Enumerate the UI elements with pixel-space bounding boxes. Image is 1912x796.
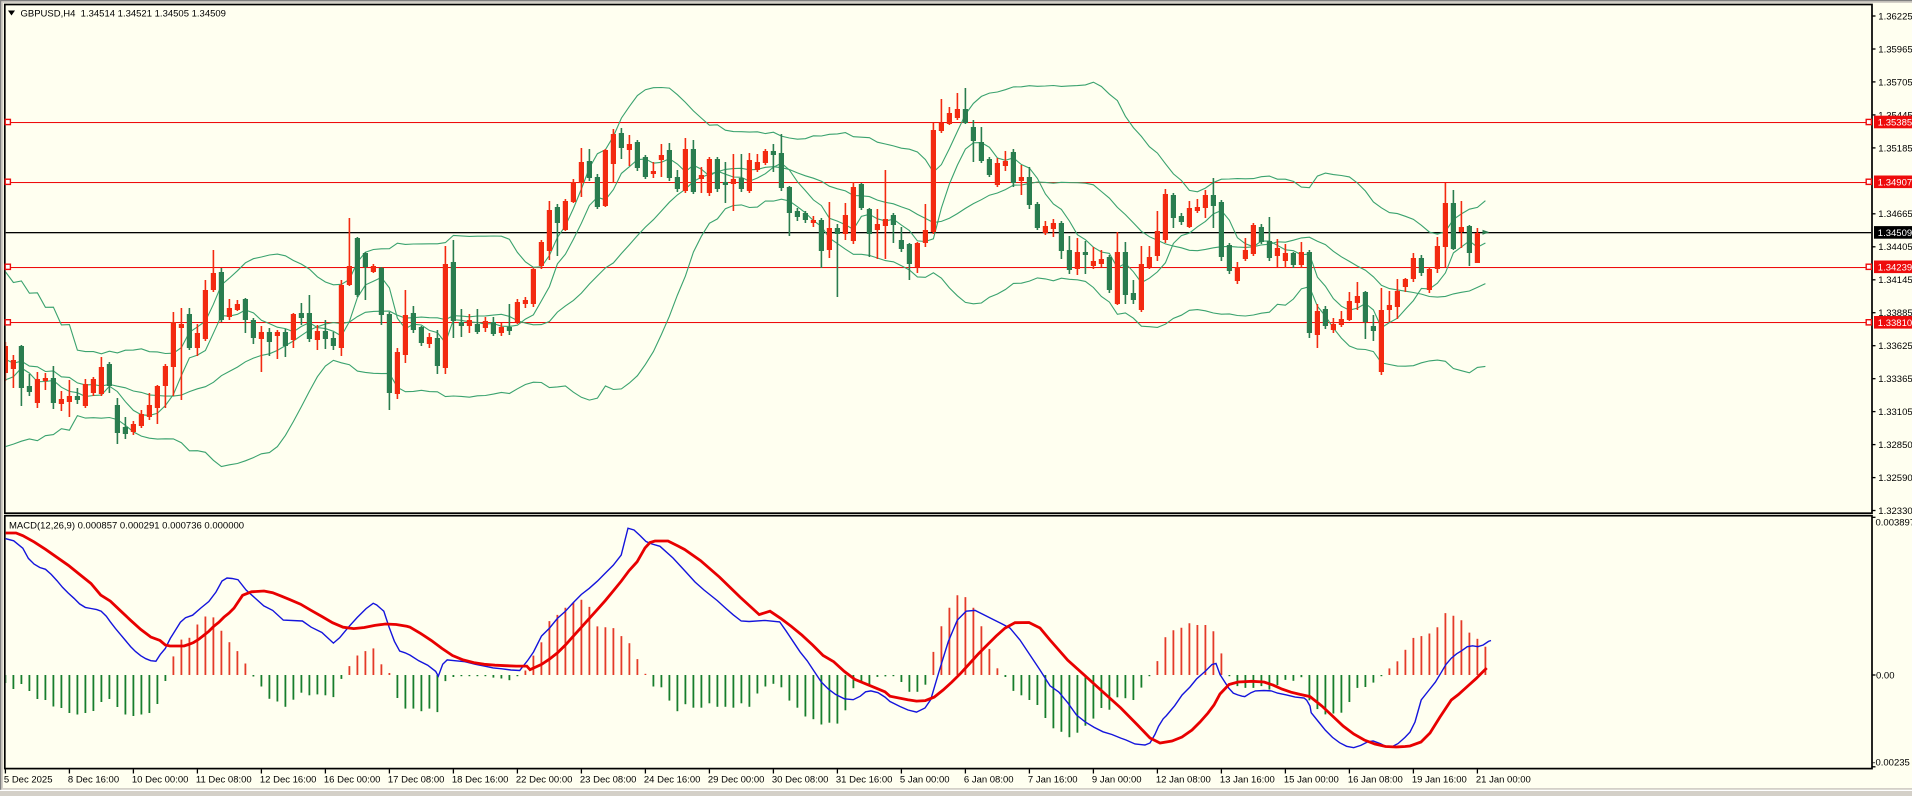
svg-text:7 Jan 16:00: 7 Jan 16:00 <box>1028 774 1078 785</box>
svg-text:1.33365: 1.33365 <box>1878 374 1912 385</box>
svg-text:21 Jan 00:00: 21 Jan 00:00 <box>1476 774 1531 785</box>
svg-text:18 Dec 16:00: 18 Dec 16:00 <box>452 774 509 785</box>
svg-text:12 Jan 08:00: 12 Jan 08:00 <box>1156 774 1211 785</box>
svg-text:1.32850: 1.32850 <box>1878 440 1912 451</box>
svg-text:1.34907: 1.34907 <box>1878 177 1912 188</box>
svg-text:1.32330: 1.32330 <box>1878 506 1912 517</box>
svg-text:1.33810: 1.33810 <box>1878 318 1912 329</box>
svg-text:5 Jan 00:00: 5 Jan 00:00 <box>900 774 950 785</box>
svg-text:1.34239: 1.34239 <box>1878 262 1912 273</box>
svg-text:16 Jan 08:00: 16 Jan 08:00 <box>1348 774 1403 785</box>
svg-text:6 Jan 08:00: 6 Jan 08:00 <box>964 774 1014 785</box>
svg-text:1.33625: 1.33625 <box>1878 341 1912 352</box>
svg-text:-0.00235: -0.00235 <box>1872 757 1910 768</box>
svg-text:0.003897: 0.003897 <box>1876 518 1912 529</box>
svg-text:12 Dec 16:00: 12 Dec 16:00 <box>260 774 317 785</box>
svg-text:9 Jan 00:00: 9 Jan 00:00 <box>1092 774 1142 785</box>
svg-text:31 Dec 16:00: 31 Dec 16:00 <box>836 774 893 785</box>
svg-text:1.35385: 1.35385 <box>1878 118 1912 129</box>
svg-text:17 Dec 08:00: 17 Dec 08:00 <box>388 774 445 785</box>
svg-text:1.34665: 1.34665 <box>1878 209 1912 220</box>
svg-text:1.33105: 1.33105 <box>1878 407 1912 418</box>
svg-text:1.32590: 1.32590 <box>1878 473 1912 484</box>
svg-text:GBPUSD,H4 1.34514 1.34521 1.3: GBPUSD,H4 1.34514 1.34521 1.34505 1.3450… <box>21 9 226 20</box>
svg-text:1.35705: 1.35705 <box>1878 77 1912 88</box>
svg-text:19 Jan 16:00: 19 Jan 16:00 <box>1412 774 1467 785</box>
svg-text:29 Dec 00:00: 29 Dec 00:00 <box>708 774 765 785</box>
svg-text:24 Dec 16:00: 24 Dec 16:00 <box>644 774 701 785</box>
svg-text:22 Dec 00:00: 22 Dec 00:00 <box>516 774 573 785</box>
svg-text:8 Dec 16:00: 8 Dec 16:00 <box>68 774 119 785</box>
svg-text:16 Dec 00:00: 16 Dec 00:00 <box>324 774 381 785</box>
svg-text:1.34145: 1.34145 <box>1878 275 1912 286</box>
svg-text:1.35965: 1.35965 <box>1878 44 1912 55</box>
svg-text:10 Dec 00:00: 10 Dec 00:00 <box>132 774 189 785</box>
svg-text:0.00: 0.00 <box>1876 670 1895 681</box>
svg-text:23 Dec 08:00: 23 Dec 08:00 <box>580 774 637 785</box>
svg-text:MACD(12,26,9) 0.000857 0.00029: MACD(12,26,9) 0.000857 0.000291 0.000736… <box>9 521 244 532</box>
svg-text:1.34509: 1.34509 <box>1878 228 1912 239</box>
svg-text:1.34405: 1.34405 <box>1878 242 1912 253</box>
svg-text:11 Dec 08:00: 11 Dec 08:00 <box>196 774 252 785</box>
svg-text:1.36225: 1.36225 <box>1878 11 1912 22</box>
svg-text:5 Dec 2025: 5 Dec 2025 <box>4 774 53 785</box>
svg-text:13 Jan 16:00: 13 Jan 16:00 <box>1220 774 1275 785</box>
svg-text:1.35185: 1.35185 <box>1878 143 1912 154</box>
svg-text:15 Jan 00:00: 15 Jan 00:00 <box>1284 774 1339 785</box>
svg-text:30 Dec 08:00: 30 Dec 08:00 <box>772 774 829 785</box>
